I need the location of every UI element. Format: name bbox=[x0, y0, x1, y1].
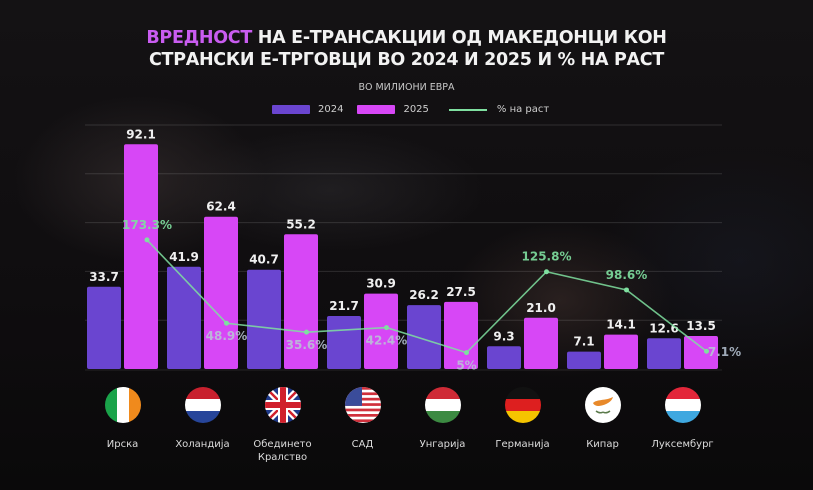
growth-point bbox=[544, 269, 549, 275]
data-label-2024: 26.2 bbox=[409, 288, 439, 302]
bar-2025 bbox=[604, 334, 638, 369]
country-label-line2: Кралство bbox=[257, 452, 308, 463]
title-highlight: ВРЕДНОСТ bbox=[146, 28, 252, 48]
bar-2024 bbox=[167, 266, 201, 369]
country-label: Луксембург bbox=[651, 439, 714, 450]
bar-2025 bbox=[524, 317, 558, 369]
title-line2: СТРАНСКИ Е-ТРГОВЦИ ВО 2024 И 2025 И % НА… bbox=[149, 50, 664, 70]
germany-flag-icon bbox=[504, 387, 541, 423]
bar-2025 bbox=[284, 234, 318, 369]
bar-2024 bbox=[487, 346, 521, 369]
bar-2025 bbox=[204, 216, 238, 369]
country-label: САД bbox=[351, 439, 374, 450]
data-label-2024: 7.1 bbox=[573, 335, 594, 349]
cyprus-flag-icon bbox=[584, 387, 621, 423]
growth-point bbox=[384, 325, 389, 331]
luxembourg-flag-icon bbox=[664, 387, 701, 423]
growth-point bbox=[304, 329, 309, 335]
data-label-2025: 92.1 bbox=[126, 127, 156, 141]
data-label-2025: 27.5 bbox=[446, 285, 476, 299]
country-label: Ирска bbox=[106, 439, 139, 450]
legend-item-2025: 2025 bbox=[357, 104, 429, 115]
bar-2024 bbox=[567, 351, 601, 369]
bar-2024 bbox=[647, 338, 681, 369]
legend-item-2024: 2024 bbox=[272, 104, 343, 115]
country-label: Холандија bbox=[175, 439, 230, 450]
data-label-2025: 30.9 bbox=[366, 277, 396, 291]
netherlands-flag-icon bbox=[184, 387, 221, 423]
bar-2024 bbox=[247, 269, 281, 369]
legend: 2024 2025 % на раст bbox=[272, 104, 563, 115]
bar-2024 bbox=[407, 305, 441, 369]
growth-line bbox=[146, 239, 707, 354]
legend-label-growth: % на раст bbox=[496, 104, 550, 115]
bar-2025 bbox=[364, 293, 398, 369]
country-label-line1: Обединето bbox=[253, 439, 312, 450]
growth-label: 98.6% bbox=[606, 268, 648, 282]
data-label-2024: 12.6 bbox=[649, 321, 679, 335]
legend-label-2024: 2024 bbox=[318, 104, 344, 115]
usa-flag-icon bbox=[344, 387, 381, 423]
ireland-flag-icon bbox=[104, 387, 141, 423]
data-label-2025: 13.5 bbox=[686, 319, 716, 333]
growth-label: 5% bbox=[456, 359, 476, 373]
growth-label: 42.4% bbox=[366, 334, 408, 348]
data-label-2024: 40.7 bbox=[249, 253, 279, 267]
growth-label: 35.6% bbox=[286, 338, 328, 352]
data-label-2025: 62.4 bbox=[206, 200, 236, 214]
bar-2024 bbox=[327, 316, 361, 369]
data-label-2025: 55.2 bbox=[286, 217, 316, 231]
legend-line-growth bbox=[448, 108, 487, 111]
data-label-2025: 21.0 bbox=[526, 301, 556, 315]
growth-point bbox=[224, 320, 229, 326]
growth-point bbox=[144, 237, 150, 243]
bar-2025 bbox=[444, 301, 478, 369]
chart-title: ВРЕДНОСТ НА Е-ТРАНСАКЦИИ ОД МАКЕДОНЦИ КО… bbox=[0, 27, 813, 71]
legend-item-growth: % на раст bbox=[448, 104, 550, 115]
bar-2024 bbox=[87, 286, 121, 369]
uk-flag-icon bbox=[264, 387, 301, 423]
growth-label: 125.8% bbox=[522, 250, 572, 264]
data-label-2024: 21.7 bbox=[329, 299, 359, 313]
growth-label: 173.3% bbox=[122, 218, 172, 232]
growth-point bbox=[624, 287, 629, 293]
bar-2025 bbox=[124, 144, 158, 369]
hungary-flag-icon bbox=[424, 387, 461, 423]
growth-point bbox=[704, 348, 709, 354]
data-label-2024: 33.7 bbox=[89, 270, 119, 284]
title-line1: НА Е-ТРАНСАКЦИИ ОД МАКЕДОНЦИ КОН bbox=[251, 28, 667, 48]
country-label: Кипар bbox=[586, 439, 619, 450]
country-label: Унгарија bbox=[419, 439, 466, 450]
legend-swatch-2024 bbox=[272, 105, 310, 114]
data-label-2024: 41.9 bbox=[169, 250, 199, 264]
data-label-2024: 9.3 bbox=[493, 329, 514, 343]
country-label: Обединето Кралство bbox=[238, 438, 328, 464]
growth-label: 7.1% bbox=[708, 345, 741, 359]
bar-2025 bbox=[684, 336, 718, 369]
growth-point bbox=[464, 350, 469, 356]
legend-swatch-2025 bbox=[357, 105, 396, 114]
data-label-2025: 14.1 bbox=[606, 318, 636, 332]
chart-subtitle: ВО МИЛИОНИ ЕВРА bbox=[358, 82, 455, 93]
country-label: Германија bbox=[495, 439, 550, 450]
legend-label-2025: 2025 bbox=[403, 104, 429, 115]
growth-label: 48.9% bbox=[206, 329, 248, 343]
